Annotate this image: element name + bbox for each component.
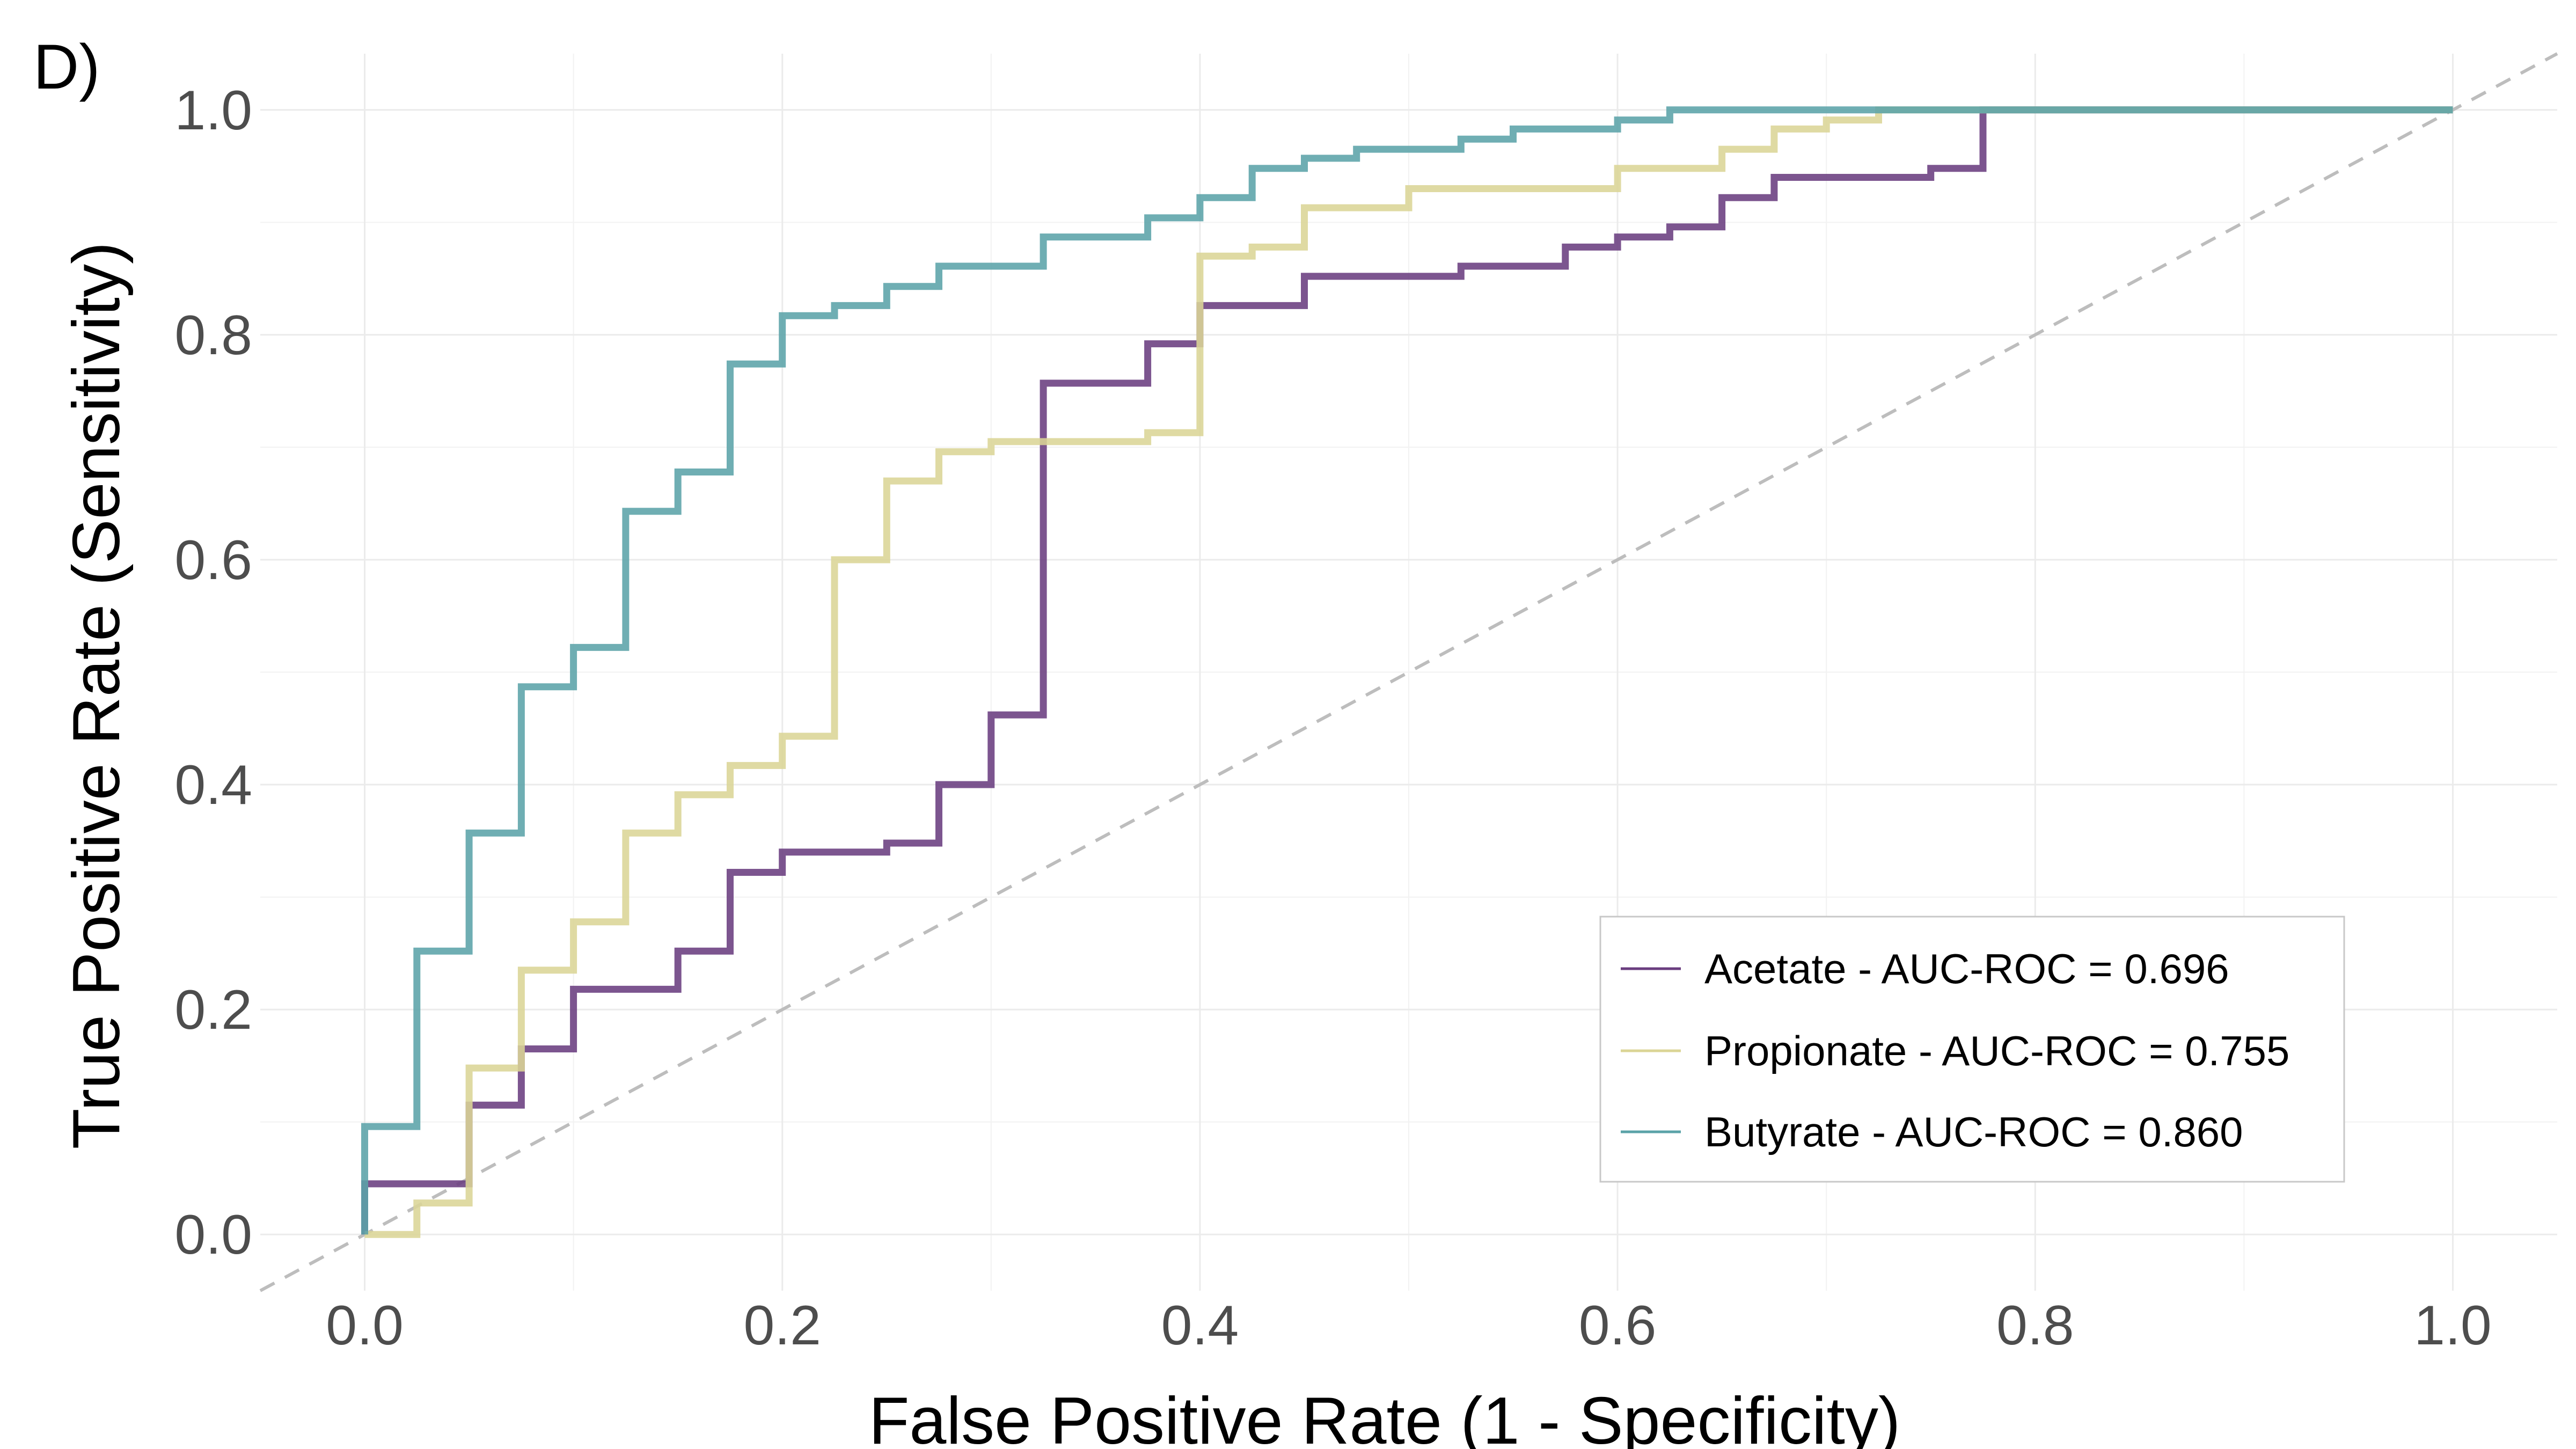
y-tick-label: 0.8 bbox=[174, 304, 252, 367]
legend-label-butyrate: Butyrate - AUC-ROC = 0.860 bbox=[1704, 1108, 2243, 1155]
y-tick-label: 0.4 bbox=[174, 754, 252, 816]
y-tick-labels: 0.0 0.2 0.4 0.6 0.8 1.0 bbox=[174, 79, 252, 1266]
legend: Acetate - AUC-ROC = 0.696 Propionate - A… bbox=[1599, 916, 2345, 1183]
x-tick-label: 0.4 bbox=[1161, 1294, 1239, 1357]
x-tick-label: 0.6 bbox=[1579, 1294, 1657, 1357]
y-tick-label: 0.2 bbox=[174, 979, 252, 1041]
x-tick-label: 1.0 bbox=[2414, 1294, 2492, 1357]
legend-label-propionate: Propionate - AUC-ROC = 0.755 bbox=[1704, 1027, 2289, 1074]
legend-label-acetate: Acetate - AUC-ROC = 0.696 bbox=[1704, 945, 2229, 992]
x-tick-label: 0.0 bbox=[326, 1294, 404, 1357]
y-tick-label: 1.0 bbox=[174, 79, 252, 142]
x-axis-title: False Positive Rate (1 - Specificity) bbox=[869, 1384, 1901, 1449]
y-axis-title: True Positive Rate (Sensitivity) bbox=[60, 242, 134, 1150]
x-tick-label: 0.2 bbox=[743, 1294, 821, 1357]
panel-label: D) bbox=[33, 32, 100, 103]
series-line-propionate bbox=[364, 106, 2453, 1238]
legend-box bbox=[1599, 916, 2345, 1183]
x-tick-labels: 0.0 0.2 0.4 0.6 0.8 1.0 bbox=[326, 1294, 2491, 1357]
y-tick-label: 0.0 bbox=[174, 1204, 252, 1266]
y-tick-label: 0.6 bbox=[174, 529, 252, 591]
x-tick-label: 0.8 bbox=[1996, 1294, 2074, 1357]
series-line-butyrate bbox=[361, 106, 2453, 1235]
series-lines bbox=[361, 106, 2453, 1238]
series-line-acetate bbox=[361, 106, 2453, 1235]
grid-lines bbox=[260, 54, 2557, 1291]
